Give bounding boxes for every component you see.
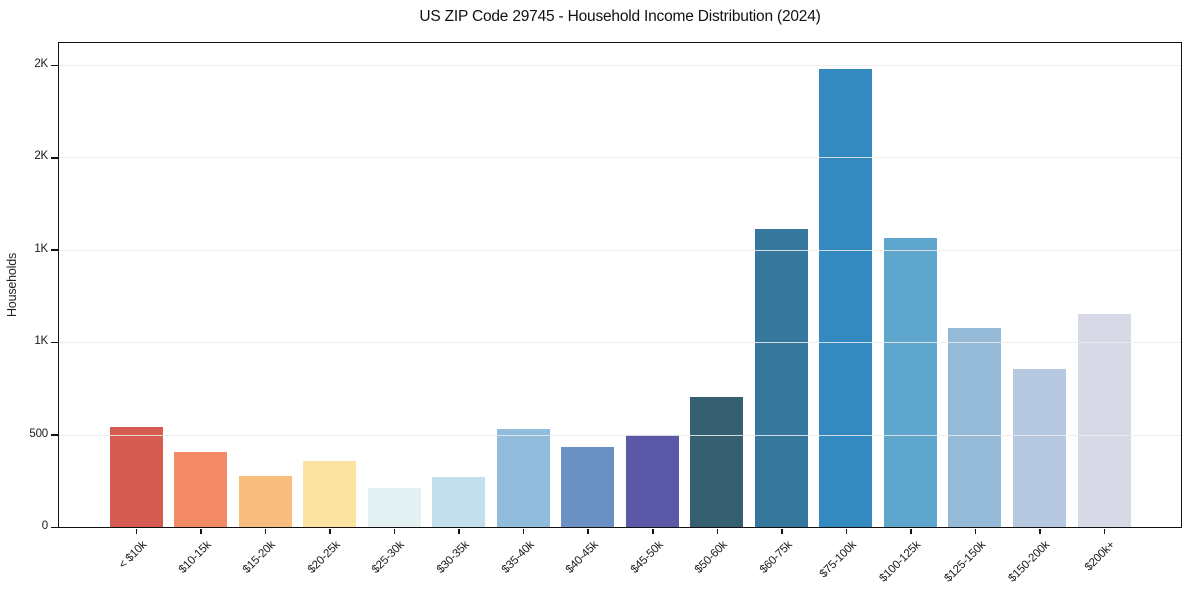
x-tick-label: $100-125k xyxy=(877,538,924,585)
y-tick-mark xyxy=(51,526,58,529)
y-tick-label: 1K xyxy=(34,242,48,255)
x-tick-mark xyxy=(200,529,202,534)
x-tick-label: $60-75k xyxy=(757,538,795,576)
bar-$150-200k xyxy=(1012,368,1066,527)
bar-$60-75k xyxy=(754,229,808,527)
gridline-1500 xyxy=(59,249,1181,251)
gridline-500 xyxy=(59,434,1181,436)
x-tick-label: $20-25k xyxy=(305,538,343,576)
x-tick-label: $150-200k xyxy=(1006,538,1053,585)
gridline-2500 xyxy=(59,64,1181,66)
chart-title: US ZIP Code 29745 - Household Income Dis… xyxy=(419,8,821,25)
bar-$10-15k xyxy=(174,452,228,527)
y-tick-label: 2K xyxy=(34,150,48,163)
bar-$35-40k xyxy=(496,429,550,527)
x-tick-label: $10-15k xyxy=(176,538,214,576)
y-tick-mark xyxy=(51,434,58,436)
bar-$200k+ xyxy=(1077,314,1131,527)
bar-$125-150k xyxy=(948,328,1002,527)
x-tick-mark xyxy=(1039,529,1041,534)
x-tick-label: $30-35k xyxy=(434,538,472,576)
bar-$25-30k xyxy=(367,488,421,527)
x-tick-mark xyxy=(652,529,654,534)
bar-$75-100k xyxy=(819,68,873,527)
x-tick-mark xyxy=(845,529,848,534)
x-tick-label: $45-50k xyxy=(628,538,666,576)
x-tick-label: $50-60k xyxy=(692,538,730,576)
x-tick-label: $125-150k xyxy=(942,538,988,585)
x-tick-mark xyxy=(264,529,267,534)
y-tick-mark xyxy=(51,341,58,344)
y-tick-label: 2K xyxy=(34,57,48,70)
gridline-2000 xyxy=(59,157,1181,159)
x-tick-label: $35-40k xyxy=(499,538,537,576)
y-tick-label: 1K xyxy=(34,335,48,348)
x-tick-mark xyxy=(522,529,525,534)
x-tick-label: $200k+ xyxy=(1082,538,1117,574)
x-tick-mark xyxy=(458,529,460,534)
bar-$30-35k xyxy=(432,477,486,527)
bar-$100-125k xyxy=(883,237,937,527)
y-tick-mark xyxy=(51,157,58,159)
bar-< $10k xyxy=(109,427,163,527)
y-tick-label: 500 xyxy=(29,427,48,440)
x-tick-label: $40-45k xyxy=(563,538,601,576)
y-tick-label: 0 xyxy=(41,520,48,532)
y-tick-mark xyxy=(51,64,58,67)
y-axis-label: Households xyxy=(5,252,19,318)
x-tick-mark xyxy=(393,529,396,534)
x-tick-mark xyxy=(716,529,719,534)
x-tick-mark xyxy=(1103,529,1106,534)
x-tick-mark xyxy=(135,529,138,534)
x-tick-label: $15-20k xyxy=(241,538,279,576)
bar-$20-25k xyxy=(303,461,357,527)
x-tick-mark xyxy=(781,529,783,534)
x-tick-mark xyxy=(329,529,331,534)
x-tick-mark xyxy=(910,529,912,534)
x-tick-mark xyxy=(974,529,977,534)
bar-$15-20k xyxy=(238,476,292,527)
x-tick-label: $75-100k xyxy=(817,538,859,580)
x-tick-mark xyxy=(587,529,589,534)
grid-layer xyxy=(59,43,1181,527)
x-tick-label: < $10k xyxy=(116,538,149,571)
bars-layer xyxy=(59,43,1181,527)
plot-area xyxy=(58,42,1182,528)
y-tick-mark xyxy=(51,249,58,251)
x-tick-label: $25-30k xyxy=(370,538,408,576)
bar-$50-60k xyxy=(690,396,744,527)
bar-$45-50k xyxy=(625,434,679,527)
bar-$40-45k xyxy=(561,446,615,527)
gridline-1000 xyxy=(59,342,1181,344)
